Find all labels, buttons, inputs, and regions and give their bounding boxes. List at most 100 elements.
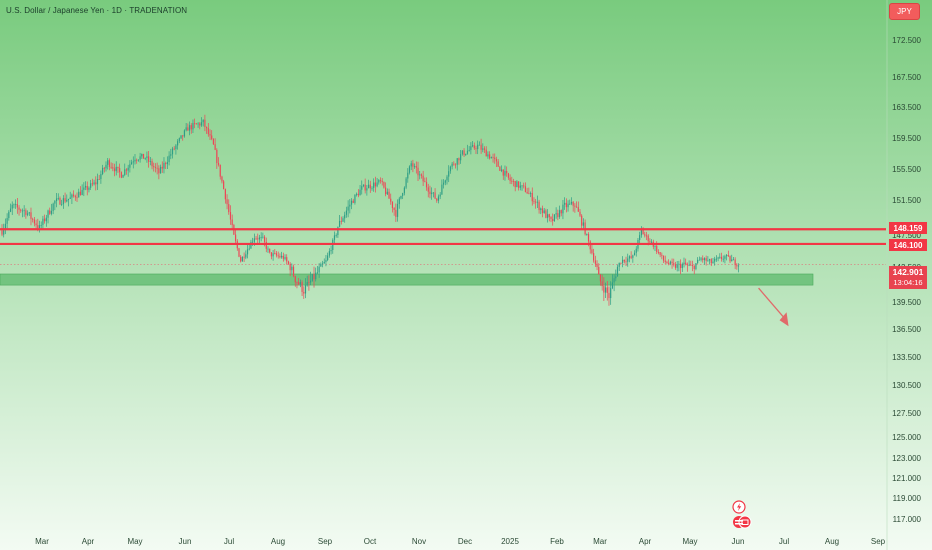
candle-body	[540, 208, 542, 211]
candle	[21, 208, 24, 218]
candle-body	[350, 200, 353, 205]
candle	[420, 173, 423, 179]
candle-body	[570, 201, 573, 204]
candle-body	[44, 218, 46, 222]
candle-body	[238, 248, 240, 257]
candle	[644, 231, 646, 238]
candle	[287, 260, 290, 265]
candle	[379, 177, 382, 184]
candle	[396, 199, 399, 222]
candle	[311, 273, 313, 282]
candle	[296, 281, 298, 289]
candle	[158, 165, 160, 180]
candle	[439, 192, 441, 200]
candle	[717, 256, 719, 262]
candle-body	[296, 282, 298, 284]
candle	[284, 254, 286, 261]
candle-body	[367, 184, 370, 189]
candle-body	[272, 253, 274, 257]
candle	[141, 153, 143, 159]
candle	[385, 182, 387, 197]
candle-body	[357, 193, 359, 196]
candle-body	[591, 249, 593, 254]
candle	[221, 175, 223, 184]
candle-body	[523, 185, 525, 187]
candle-body	[25, 210, 27, 215]
candle	[541, 205, 544, 218]
candle	[101, 164, 104, 176]
news-flag-icon[interactable]	[730, 515, 754, 529]
candle-body	[248, 248, 250, 250]
candle	[20, 208, 22, 213]
candle	[700, 256, 702, 262]
candle-body	[214, 144, 216, 150]
candle	[357, 189, 359, 198]
candle	[633, 250, 636, 256]
candle-body	[67, 198, 70, 201]
candle	[219, 164, 221, 180]
candle	[529, 191, 532, 198]
candle-body	[639, 235, 641, 240]
candle-body	[407, 172, 409, 179]
candle	[129, 160, 131, 173]
candle	[466, 144, 469, 155]
candle	[224, 188, 226, 204]
candle-body	[731, 259, 733, 262]
candle-body	[120, 172, 122, 178]
candle	[315, 267, 317, 282]
candle-body	[258, 237, 261, 240]
candle	[328, 248, 330, 258]
candle	[73, 190, 75, 198]
y-tick-label: 167.500	[892, 73, 921, 82]
candle-body	[185, 127, 187, 131]
candle	[521, 185, 523, 191]
candle	[200, 117, 203, 127]
candle-body	[436, 198, 438, 201]
candle-body	[349, 204, 351, 207]
candle-body	[281, 255, 283, 258]
candle	[480, 138, 482, 154]
candle	[618, 262, 620, 271]
candle-body	[449, 166, 452, 172]
candle	[442, 179, 445, 189]
candle	[3, 223, 5, 238]
candle	[666, 260, 668, 264]
candle	[234, 230, 237, 244]
candle-body	[337, 226, 339, 236]
candle-body	[38, 225, 41, 229]
candle-body	[553, 214, 556, 221]
candle	[550, 216, 552, 223]
candle	[679, 259, 682, 275]
candle-body	[105, 164, 107, 169]
lightning-icon[interactable]	[732, 500, 746, 514]
candle-body	[545, 210, 547, 218]
candle	[134, 154, 136, 165]
candle	[460, 149, 462, 164]
candle-body	[698, 259, 700, 261]
candle	[211, 130, 213, 141]
candle	[555, 207, 557, 219]
candle-body	[250, 242, 252, 249]
candle	[44, 214, 46, 224]
candle-body	[284, 257, 286, 259]
candle-body	[183, 130, 186, 137]
candle-body	[206, 127, 208, 129]
candle-body	[509, 177, 511, 181]
currency-button[interactable]: JPY	[889, 3, 920, 20]
candle	[277, 251, 279, 259]
x-tick-label: Sep	[871, 537, 886, 546]
candle-body	[316, 272, 319, 274]
candle-body	[489, 154, 491, 159]
candle-body	[224, 189, 226, 200]
candle	[318, 263, 320, 278]
candle	[691, 260, 694, 272]
candle-body	[199, 123, 201, 126]
candle	[693, 265, 695, 275]
candle	[270, 252, 272, 260]
candle	[415, 161, 417, 174]
candle-body	[630, 256, 632, 258]
candle	[726, 254, 728, 261]
candle	[628, 255, 631, 263]
